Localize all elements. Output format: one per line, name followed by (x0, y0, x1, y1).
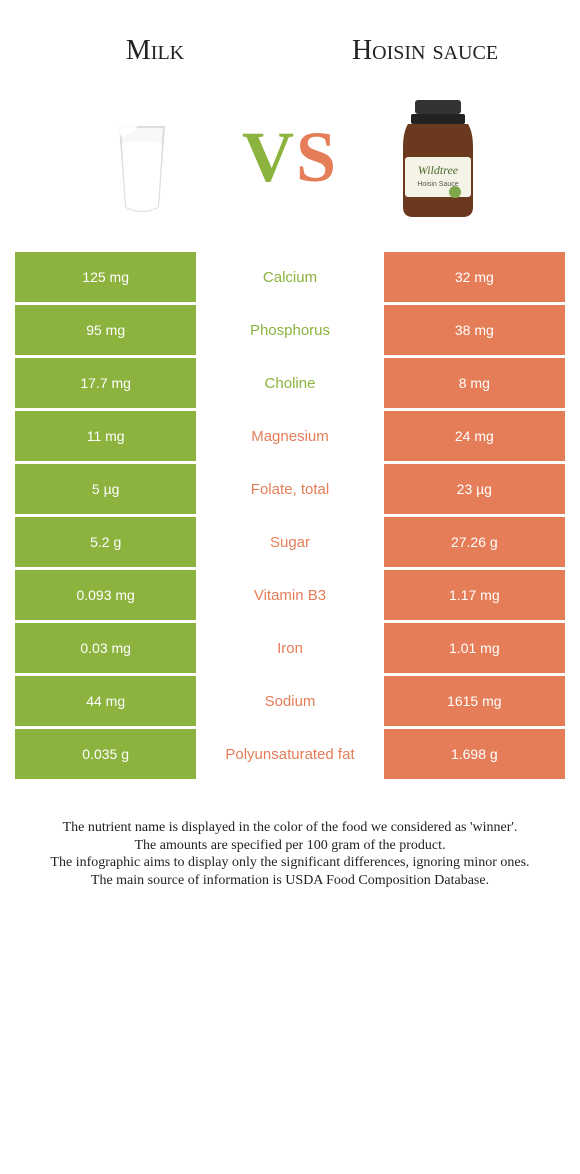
value-right: 1.698 g (384, 729, 565, 779)
title-left: Milk (55, 35, 255, 67)
header: Milk Hoisin sauce (0, 0, 580, 77)
vs-s: S (296, 117, 338, 197)
table-row: 5.2 gSugar27.26 g (15, 517, 565, 567)
title-right: Hoisin sauce (325, 35, 525, 67)
value-left: 5.2 g (15, 517, 196, 567)
value-right: 1.01 mg (384, 623, 565, 673)
value-left: 5 µg (15, 464, 196, 514)
value-right: 1615 mg (384, 676, 565, 726)
table-row: 0.035 gPolyunsaturated fat1.698 g (15, 729, 565, 779)
note-line: The nutrient name is displayed in the co… (30, 819, 550, 837)
nutrient-label: Polyunsaturated fat (199, 729, 380, 779)
table-row: 11 mgMagnesium24 mg (15, 411, 565, 461)
value-left: 11 mg (15, 411, 196, 461)
footnotes: The nutrient name is displayed in the co… (0, 779, 580, 909)
nutrient-label: Folate, total (199, 464, 380, 514)
table-row: 44 mgSodium1615 mg (15, 676, 565, 726)
table-row: 0.03 mgIron1.01 mg (15, 623, 565, 673)
nutrient-label: Sugar (199, 517, 380, 567)
images-row: VS Wildtree Hoisin Sauce (0, 77, 580, 252)
value-left: 125 mg (15, 252, 196, 302)
nutrient-label: Magnesium (199, 411, 380, 461)
nutrient-label: Iron (199, 623, 380, 673)
value-right: 38 mg (384, 305, 565, 355)
value-left: 17.7 mg (15, 358, 196, 408)
hoisin-image: Wildtree Hoisin Sauce (368, 87, 508, 227)
vs-label: VS (242, 116, 338, 199)
value-left: 44 mg (15, 676, 196, 726)
nutrient-label: Phosphorus (199, 305, 380, 355)
milk-image (72, 87, 212, 227)
value-left: 95 mg (15, 305, 196, 355)
value-right: 27.26 g (384, 517, 565, 567)
note-line: The amounts are specified per 100 gram o… (30, 837, 550, 855)
value-right: 24 mg (384, 411, 565, 461)
table-row: 5 µgFolate, total23 µg (15, 464, 565, 514)
svg-text:Wildtree: Wildtree (418, 163, 459, 177)
value-right: 32 mg (384, 252, 565, 302)
vs-v: V (242, 117, 296, 197)
table-row: 95 mgPhosphorus38 mg (15, 305, 565, 355)
value-right: 8 mg (384, 358, 565, 408)
value-right: 23 µg (384, 464, 565, 514)
table-row: 17.7 mgCholine8 mg (15, 358, 565, 408)
value-left: 0.093 mg (15, 570, 196, 620)
nutrient-label: Vitamin B3 (199, 570, 380, 620)
value-left: 0.03 mg (15, 623, 196, 673)
nutrient-label: Calcium (199, 252, 380, 302)
nutrient-label: Choline (199, 358, 380, 408)
note-line: The main source of information is USDA F… (30, 872, 550, 890)
value-right: 1.17 mg (384, 570, 565, 620)
table-row: 0.093 mgVitamin B31.17 mg (15, 570, 565, 620)
comparison-table: 125 mgCalcium32 mg95 mgPhosphorus38 mg17… (0, 252, 580, 779)
table-row: 125 mgCalcium32 mg (15, 252, 565, 302)
value-left: 0.035 g (15, 729, 196, 779)
nutrient-label: Sodium (199, 676, 380, 726)
note-line: The infographic aims to display only the… (30, 854, 550, 872)
